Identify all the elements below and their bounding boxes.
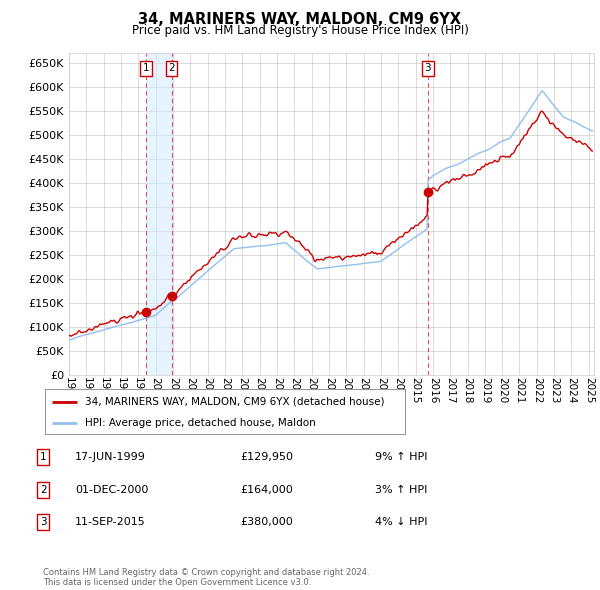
Text: 3: 3	[424, 64, 431, 74]
Text: 1: 1	[40, 453, 47, 462]
Bar	[146, 53, 172, 375]
Text: 2: 2	[168, 64, 175, 74]
Text: 34, MARINERS WAY, MALDON, CM9 6YX: 34, MARINERS WAY, MALDON, CM9 6YX	[139, 12, 461, 27]
Text: 4% ↓ HPI: 4% ↓ HPI	[375, 517, 427, 527]
Text: 01-DEC-2000: 01-DEC-2000	[75, 485, 148, 494]
Text: 9% ↑ HPI: 9% ↑ HPI	[375, 453, 427, 462]
Text: 2: 2	[40, 485, 47, 494]
Text: £380,000: £380,000	[240, 517, 293, 527]
Text: 3: 3	[40, 517, 47, 527]
Text: Price paid vs. HM Land Registry's House Price Index (HPI): Price paid vs. HM Land Registry's House …	[131, 24, 469, 37]
Text: Contains HM Land Registry data © Crown copyright and database right 2024.
This d: Contains HM Land Registry data © Crown c…	[43, 568, 370, 587]
Text: 34, MARINERS WAY, MALDON, CM9 6YX (detached house): 34, MARINERS WAY, MALDON, CM9 6YX (detac…	[85, 397, 384, 407]
Text: 17-JUN-1999: 17-JUN-1999	[75, 453, 146, 462]
Text: HPI: Average price, detached house, Maldon: HPI: Average price, detached house, Mald…	[85, 418, 316, 428]
Text: 11-SEP-2015: 11-SEP-2015	[75, 517, 146, 527]
Text: £129,950: £129,950	[240, 453, 293, 462]
Text: 3% ↑ HPI: 3% ↑ HPI	[375, 485, 427, 494]
Text: 1: 1	[143, 64, 149, 74]
Text: £164,000: £164,000	[240, 485, 293, 494]
